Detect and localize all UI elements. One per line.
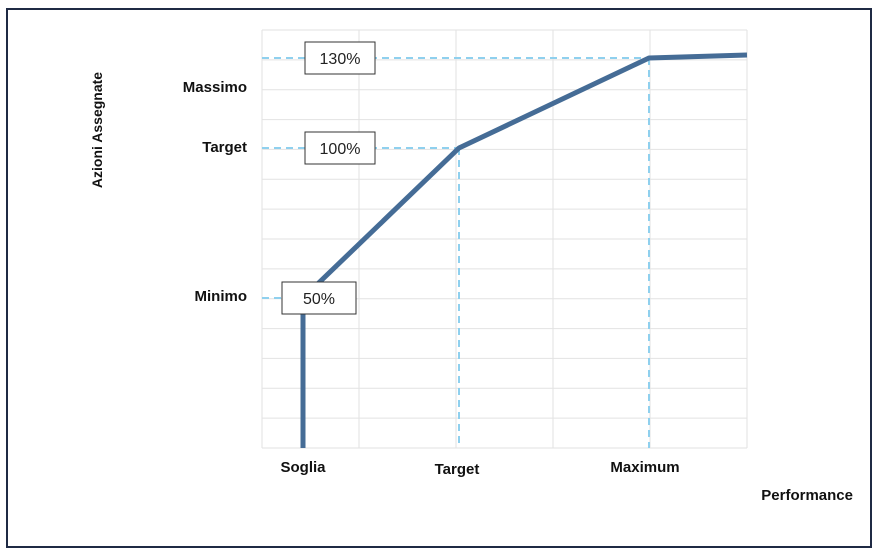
value-box-frame [281,281,357,315]
value-box-label: 100% [320,141,361,158]
y-tick-minimo: Minimo [195,288,248,305]
y-axis-label: Azioni Assegnate [89,72,105,188]
series-line [300,52,748,448]
y-tick-massimo: Massimo [183,79,247,96]
value-boxes: 130% 100% 50% [281,41,376,315]
grid [261,29,748,449]
chart-svg: 130% 100% 50% Azioni Assegnate Performance… [89,29,853,504]
value-box-frame [304,131,376,165]
x-tick-maximum: Maximum [610,459,679,476]
value-box-label: 130% [320,51,361,68]
y-tick-target: Target [202,139,247,156]
value-box: 50% [281,281,357,315]
value-box-label: 50% [303,291,335,308]
x-axis-label: Performance [761,487,853,504]
chart-frame [6,8,872,548]
value-box: 130% [304,41,376,75]
value-box-frame [304,41,376,75]
value-box: 100% [304,131,376,165]
x-tick-soglia: Soglia [280,459,326,476]
x-tick-target: Target [435,461,480,478]
